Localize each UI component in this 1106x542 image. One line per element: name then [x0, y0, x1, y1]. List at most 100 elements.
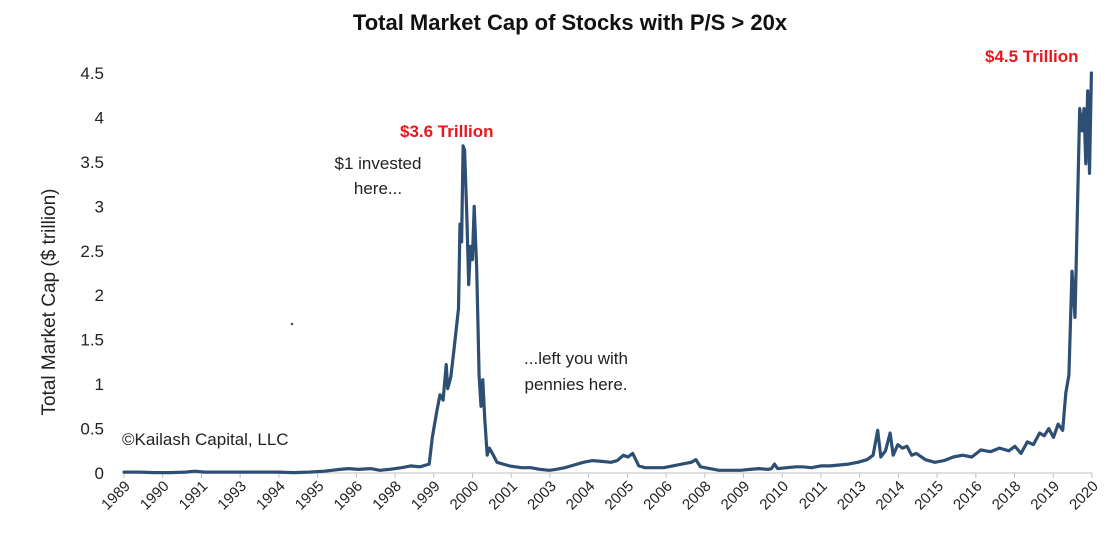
data-point [548, 469, 551, 472]
annotation-pennies-line1: ...left you with [524, 349, 628, 368]
annotation-peak-2020: $4.5 Trillion [985, 47, 1079, 66]
data-point [1086, 90, 1089, 92]
x-tick-label: 2013 [834, 478, 870, 514]
data-point [471, 258, 474, 261]
data-point [431, 436, 434, 439]
data-point [906, 445, 908, 448]
data-point [699, 466, 702, 468]
data-point [348, 467, 350, 470]
data-point [889, 432, 891, 434]
data-point [215, 471, 218, 473]
data-point [943, 459, 945, 462]
x-tick-label: 1995 [292, 478, 328, 514]
data-point [695, 458, 697, 461]
data-point [246, 471, 249, 473]
data-point [910, 454, 913, 457]
data-point [690, 461, 692, 464]
y-tick-label: 0.5 [80, 420, 104, 439]
x-tick-label: 2011 [796, 478, 831, 513]
x-tick-label: 1996 [331, 478, 367, 514]
data-point [1008, 450, 1010, 452]
chart-title: Total Market Cap of Stocks with P/S > 20… [353, 10, 788, 35]
data-point [1068, 374, 1070, 377]
annotation-invested-line2: here... [354, 179, 402, 198]
data-point [1081, 130, 1083, 132]
x-tick-label: 2000 [447, 478, 483, 514]
data-point [1048, 427, 1050, 430]
data-point [1077, 178, 1079, 181]
data-point [924, 458, 927, 461]
x-tick-label: 1991 [176, 478, 212, 514]
y-tick-label: 0 [95, 464, 104, 483]
data-point [897, 443, 899, 446]
data-point [508, 465, 511, 467]
x-tick-label: 1999 [408, 478, 444, 514]
data-point [1088, 172, 1091, 175]
data-point [459, 223, 461, 225]
copyright-text: ©Kailash Capital, LLC [122, 430, 289, 449]
data-point [467, 283, 470, 286]
data-point [915, 452, 918, 455]
data-point [856, 461, 859, 464]
data-point [491, 452, 494, 455]
data-point [514, 466, 517, 468]
x-tick-label: 2019 [1027, 478, 1063, 514]
data-point [776, 467, 779, 470]
data-point [530, 466, 532, 469]
y-axis-label: Total Market Cap ($ trillion) [39, 188, 60, 415]
data-point [872, 454, 874, 457]
data-point [622, 454, 625, 457]
data-point [369, 467, 372, 470]
x-tick-label: 1994 [253, 478, 289, 514]
data-point [876, 429, 879, 432]
data-point [1026, 441, 1029, 443]
data-point [462, 145, 464, 147]
data-point [662, 466, 665, 469]
data-point [892, 454, 894, 457]
data-point [277, 471, 279, 473]
data-point [601, 460, 603, 463]
data-point [428, 463, 431, 465]
data-point [773, 463, 776, 465]
data-point [436, 410, 438, 412]
x-tick-label: 2010 [756, 478, 792, 514]
data-point [810, 466, 813, 469]
data-point [439, 394, 441, 396]
x-tick-label: 1993 [214, 478, 250, 514]
data-point [486, 454, 489, 457]
y-tick-label: 2.5 [80, 242, 104, 261]
data-point [488, 447, 491, 449]
data-point [952, 456, 955, 458]
series-line [122, 71, 1093, 475]
data-point [758, 467, 760, 470]
data-point [819, 465, 822, 467]
data-point [496, 461, 498, 464]
x-tick-label: 2016 [950, 478, 986, 514]
data-point [1032, 443, 1035, 446]
data-point [1057, 423, 1059, 425]
data-point [1038, 432, 1041, 434]
data-point [681, 463, 683, 465]
data-point [591, 459, 594, 462]
data-point [480, 405, 482, 408]
data-point [616, 459, 618, 462]
data-point [1074, 316, 1076, 319]
data-point [795, 466, 797, 468]
data-point [786, 466, 788, 469]
data-point [961, 454, 964, 457]
x-tick-label: 1990 [137, 478, 173, 514]
data-point [442, 399, 444, 401]
data-point [610, 461, 612, 464]
y-tick-label: 4.5 [80, 64, 104, 83]
x-tick-label: 2004 [563, 478, 599, 514]
data-point [1083, 107, 1085, 110]
data-point [644, 466, 646, 469]
data-point [231, 471, 233, 473]
data-point [123, 471, 125, 473]
x-tick-label: 1989 [98, 478, 134, 514]
data-point [409, 465, 412, 467]
data-point [1061, 429, 1064, 432]
data-point [400, 466, 403, 469]
data-point [770, 467, 773, 470]
data-point [539, 468, 541, 471]
